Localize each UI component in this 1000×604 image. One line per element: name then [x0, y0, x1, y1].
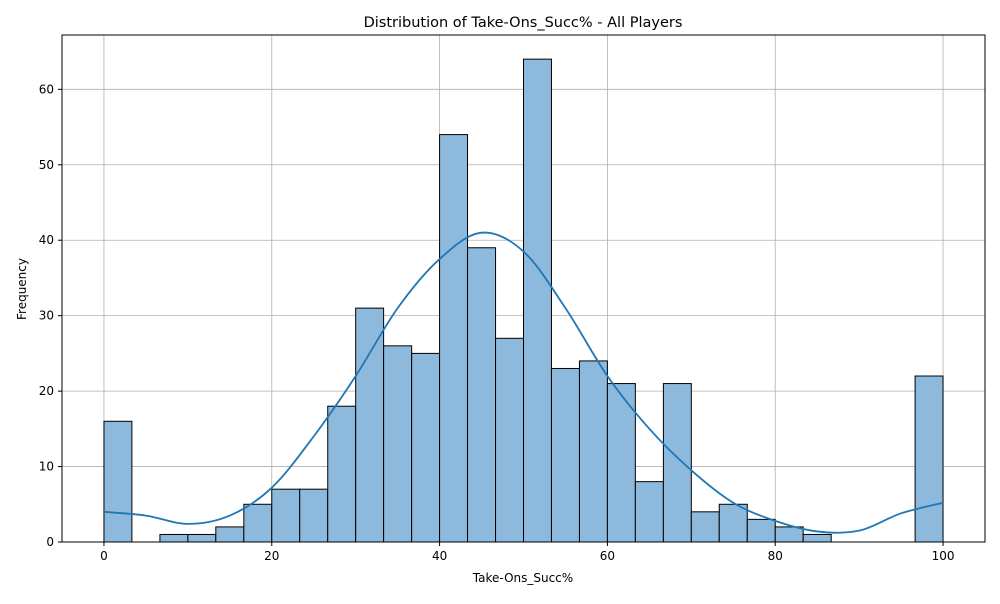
histogram-bar [411, 352, 441, 543]
histogram-bar [159, 533, 189, 543]
histogram-bar [467, 247, 497, 543]
y-tick-label: 60 [39, 82, 54, 96]
bars-layer [103, 58, 944, 543]
x-tick-label: 40 [432, 549, 447, 563]
histogram-bar [802, 533, 832, 543]
y-tick-label: 30 [39, 309, 54, 323]
histogram-bar [355, 307, 385, 543]
histogram-bar [746, 518, 776, 543]
histogram-bar [523, 58, 552, 543]
histogram-bar [914, 375, 944, 543]
kde-layer [103, 231, 944, 534]
kde-curve [103, 231, 944, 534]
y-tick-label: 50 [39, 158, 54, 172]
y-tick-label: 10 [39, 460, 54, 474]
histogram-bar [578, 360, 608, 543]
y-tick-label: 40 [39, 233, 54, 247]
histogram-bar [215, 526, 245, 543]
histogram-bar [774, 526, 804, 543]
histogram-bar [187, 533, 217, 543]
histogram-bar [606, 383, 636, 543]
x-tick-label: 20 [264, 549, 279, 563]
histogram-bar [327, 405, 357, 543]
histogram-bar [439, 134, 469, 543]
y-tick-label: 0 [46, 535, 54, 549]
histogram-bar [299, 488, 329, 543]
y-tick-label: 20 [39, 384, 54, 398]
histogram-bar [634, 481, 664, 543]
histogram-bar [271, 488, 301, 543]
x-axis-ticks: 0 20 40 60 80 100 [100, 542, 954, 563]
histogram-bar [383, 345, 413, 543]
plot-frame [61, 34, 986, 543]
histogram-bar [550, 367, 580, 543]
x-tick-label: 100 [932, 549, 955, 563]
x-tick-label: 0 [100, 549, 108, 563]
histogram-bar [495, 337, 524, 543]
histogram-bar [243, 503, 273, 543]
chart-title: Distribution of Take-Ons_Succ% - All Pla… [364, 15, 683, 31]
histogram-bar [690, 511, 720, 543]
y-axis-ticks: 0 10 20 30 40 50 60 [39, 82, 62, 549]
histogram-bar [103, 420, 133, 543]
y-axis-label: Frequency [15, 258, 29, 320]
x-tick-label: 80 [768, 549, 783, 563]
x-axis-label: Take-Ons_Succ% [472, 571, 573, 585]
histogram-bar [718, 503, 748, 543]
histogram-bar [662, 383, 692, 543]
x-tick-label: 60 [600, 549, 615, 563]
